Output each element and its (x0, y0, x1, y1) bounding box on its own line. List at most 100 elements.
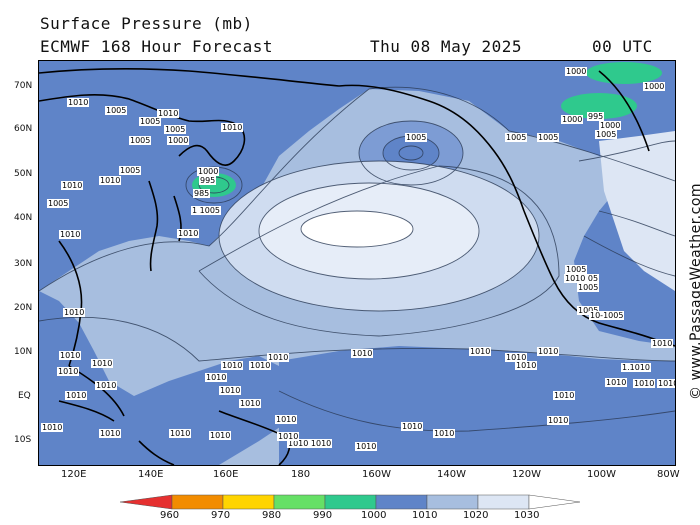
isobar-label: 1 1005 (191, 206, 221, 215)
lon-label-120w: 120W (512, 469, 541, 480)
isobar-label: 1010 (633, 379, 656, 388)
lat-label-20n: 20N (14, 303, 33, 313)
legend-tick-960: 960 (160, 510, 180, 521)
legend-tick-980: 980 (262, 510, 282, 521)
isobar-label: 1010 (657, 379, 675, 388)
pressure-map: 1010 1005 1010 1005 1005 1000 1005 1010 … (38, 60, 676, 466)
isobar-label: 1010 (59, 351, 82, 360)
isobar-label: 1010 (205, 373, 228, 382)
isobar-label: 1010 (209, 431, 232, 440)
isobar-label: 1010 (351, 349, 374, 358)
lon-label-120e: 120E (61, 469, 87, 480)
lat-label-30n: 30N (14, 259, 33, 269)
isobar-label: 1010 (605, 378, 628, 387)
chart-title: Surface Pressure (mb) (40, 14, 253, 33)
isobar-label: 1010 (515, 361, 538, 370)
isobar-label: 1010 (651, 339, 674, 348)
legend-tick-1020: 1020 (463, 510, 489, 521)
isobar-label: 1010 1010 (287, 439, 333, 448)
lat-label-40n: 40N (14, 213, 33, 223)
isobar-label: 1010 (177, 229, 200, 238)
isobar-label: 1010 (275, 415, 298, 424)
lat-label-70n: 70N (14, 81, 33, 91)
forecast-date: Thu 08 May 2025 (370, 37, 522, 56)
lat-label-60n: 60N (14, 124, 33, 134)
isobar-label: 1005 (405, 133, 428, 142)
pacific-high-core (301, 211, 413, 247)
isobar-label: 1010 (221, 361, 244, 370)
lon-label-140w: 140W (437, 469, 466, 480)
isobar-label: 1010 (157, 109, 180, 118)
lon-label-80w: 80W (657, 469, 680, 480)
isobar-label: 1005 (105, 106, 128, 115)
isobar-label: 1000 (565, 67, 588, 76)
legend-swatch-1000-1010 (375, 494, 428, 510)
isobar-lines (39, 86, 675, 432)
isobar-label: 1010 (267, 353, 290, 362)
isobar-label: 1010 (433, 429, 456, 438)
isobar-label: 1000 (561, 115, 584, 124)
isobar-label: 1010 (553, 391, 576, 400)
isobar-label: 1005 (505, 133, 528, 142)
isobar-label: 1010 (63, 308, 86, 317)
isobar-label: 1010 (61, 181, 84, 190)
lat-label-10n: 10N (14, 347, 33, 357)
legend-arrow-high (528, 494, 581, 510)
isobar-label: 1010 (277, 432, 300, 441)
isobar-label: 1010 (59, 230, 82, 239)
isobar-label: 1010 (67, 98, 90, 107)
lon-label-160w: 160W (362, 469, 391, 480)
isobar-label: 1010 (249, 361, 272, 370)
isobar-label: 1000 (643, 82, 666, 91)
isobar-label: 1010 (239, 399, 262, 408)
isobar-label: 1005 (577, 283, 600, 292)
isobar-label: 1010 05 (564, 274, 600, 283)
isobar-label: 1010 (505, 353, 528, 362)
isobar-label: 1010 (99, 429, 122, 438)
north-america-high (599, 131, 675, 291)
isobar-label: 1005 (164, 125, 187, 134)
isobar-label: 1010 (401, 422, 424, 431)
isobar-label: 1005 (119, 166, 142, 175)
isobar-label: 1010 (221, 123, 244, 132)
lat-label-eq: EQ (18, 391, 31, 401)
isobar-label: 1010 (355, 442, 378, 451)
forecast-time: 00 UTC (592, 37, 653, 56)
site-credit: © www.PassageWeather.com (676, 183, 700, 424)
isobar-label: 1010 (41, 423, 64, 432)
isobar-label: 1005 (595, 130, 618, 139)
isobar-label: 1005 (577, 306, 600, 315)
legend-tick-970: 970 (211, 510, 231, 521)
isobar-label: 1010 (537, 347, 560, 356)
legend-swatch-970-980 (222, 494, 275, 510)
site-credit-text: © www.PassageWeather.com (688, 182, 700, 400)
isobar-label: 985 (193, 189, 211, 198)
canada-low-2 (561, 93, 637, 119)
isobar-label: 1010 (219, 386, 242, 395)
isobar-label: 1005 (129, 136, 152, 145)
isobar-label: 1010 (91, 359, 114, 368)
isobar-label: 1010 (57, 367, 80, 376)
legend-swatch-980-990 (273, 494, 326, 510)
isobar-label: 1.1010 (621, 363, 651, 372)
legend-tick-1000: 1000 (361, 510, 387, 521)
isobar-label: 1010 (169, 429, 192, 438)
isobar-label: 995 (199, 176, 217, 185)
model-forecast-label: ECMWF 168 Hour Forecast (40, 37, 274, 56)
isobar-label: 1005 (47, 199, 70, 208)
lon-label-140e: 140E (138, 469, 164, 480)
isobar-label: 1005 (565, 265, 588, 274)
low-region-south-tropics (279, 346, 675, 465)
legend-swatch-990-1000 (324, 494, 377, 510)
legend-tick-1030: 1030 (514, 510, 540, 521)
isobar-label: 1005 (537, 133, 560, 142)
pressure-field (39, 61, 675, 465)
isobar-label: 1010 (95, 381, 118, 390)
isobar-label: 1000 (599, 121, 622, 130)
legend-tick-990: 990 (313, 510, 333, 521)
isobar-label: 1010 (469, 347, 492, 356)
pressure-legend-bar (119, 494, 581, 510)
legend-swatch-1010-1020 (426, 494, 479, 510)
isobar-label: 995 (587, 112, 605, 121)
legend-tick-1010: 1010 (412, 510, 438, 521)
